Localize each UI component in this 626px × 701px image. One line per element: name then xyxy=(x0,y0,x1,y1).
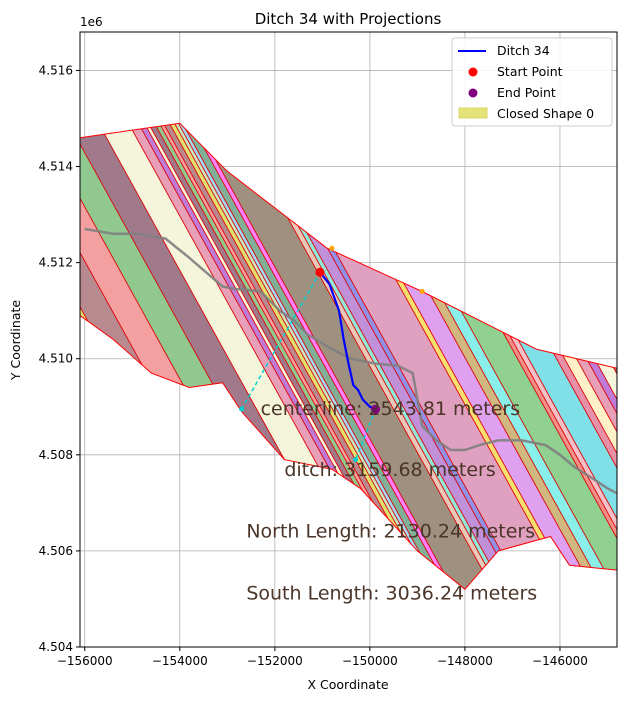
legend-swatch-end xyxy=(468,88,478,98)
axis-ticks: −156000 −154000 −152000 −150000 −148000 −1460… xyxy=(39,63,588,668)
y-tick-label: 4.506 xyxy=(39,544,73,558)
legend-swatch-shape xyxy=(458,107,488,119)
length-annotation: North Length: 2130.24 meters xyxy=(246,521,535,543)
projection-point xyxy=(239,406,245,412)
shape-strip xyxy=(131,123,481,590)
shape-strip xyxy=(144,123,526,590)
x-tick-label: −146000 xyxy=(532,654,588,668)
plot-frame xyxy=(79,31,618,648)
x-tick-label: −152000 xyxy=(247,654,303,668)
projection-point xyxy=(353,457,359,463)
annotations: centerline: 2543.81 meters ditch: 3159.68… xyxy=(246,398,537,605)
y-axis-label: Y Coordinate xyxy=(8,300,23,381)
projection-point xyxy=(419,288,425,294)
chart-title: Ditch 34 with Projections xyxy=(255,10,442,28)
legend-swatch-start xyxy=(468,67,478,77)
x-tick-label: −150000 xyxy=(342,654,398,668)
shape-strip xyxy=(123,123,469,590)
legend: Ditch 34 Start Point End Point Closed Sh… xyxy=(451,37,613,127)
shape-strip xyxy=(118,123,465,590)
shape-strip xyxy=(112,123,460,590)
projection-line xyxy=(354,408,377,460)
y-tick-label: 4.516 xyxy=(39,63,73,77)
series-layer xyxy=(84,227,617,495)
legend-label-shape: Closed Shape 0 xyxy=(497,106,594,121)
ditch-34-line xyxy=(319,271,377,411)
legend-label-ditch: Ditch 34 xyxy=(497,43,550,58)
shape-strip xyxy=(139,123,486,590)
length-annotation: ditch: 3159.68 meters xyxy=(284,459,495,481)
y-tick-label: 4.510 xyxy=(39,352,73,366)
x-tick-label: −148000 xyxy=(437,654,493,668)
gray-centerline xyxy=(84,227,617,495)
x-tick-label: −156000 xyxy=(57,654,113,668)
y-tick-label: 4.508 xyxy=(39,448,73,462)
y-tick-label: 4.514 xyxy=(39,160,73,174)
y-tick-label: 4.512 xyxy=(39,256,73,270)
end-point xyxy=(371,404,381,414)
legend-label-start: Start Point xyxy=(497,64,563,79)
x-tick-label: −154000 xyxy=(152,654,208,668)
y-tick-label: 4.504 xyxy=(39,640,73,654)
legend-label-end: End Point xyxy=(497,85,556,100)
x-axis-label: X Coordinate xyxy=(307,677,388,692)
legend-box xyxy=(451,37,613,127)
shape-strip xyxy=(127,123,473,590)
length-annotation: centerline: 2543.81 meters xyxy=(261,398,521,420)
length-annotation: South Length: 3036.24 meters xyxy=(246,583,537,605)
projection-line xyxy=(240,271,321,410)
y-offset-label: 1e6 xyxy=(80,15,103,29)
closed-shape-outline xyxy=(80,122,617,590)
projection-point xyxy=(329,245,335,251)
start-point xyxy=(315,267,325,277)
